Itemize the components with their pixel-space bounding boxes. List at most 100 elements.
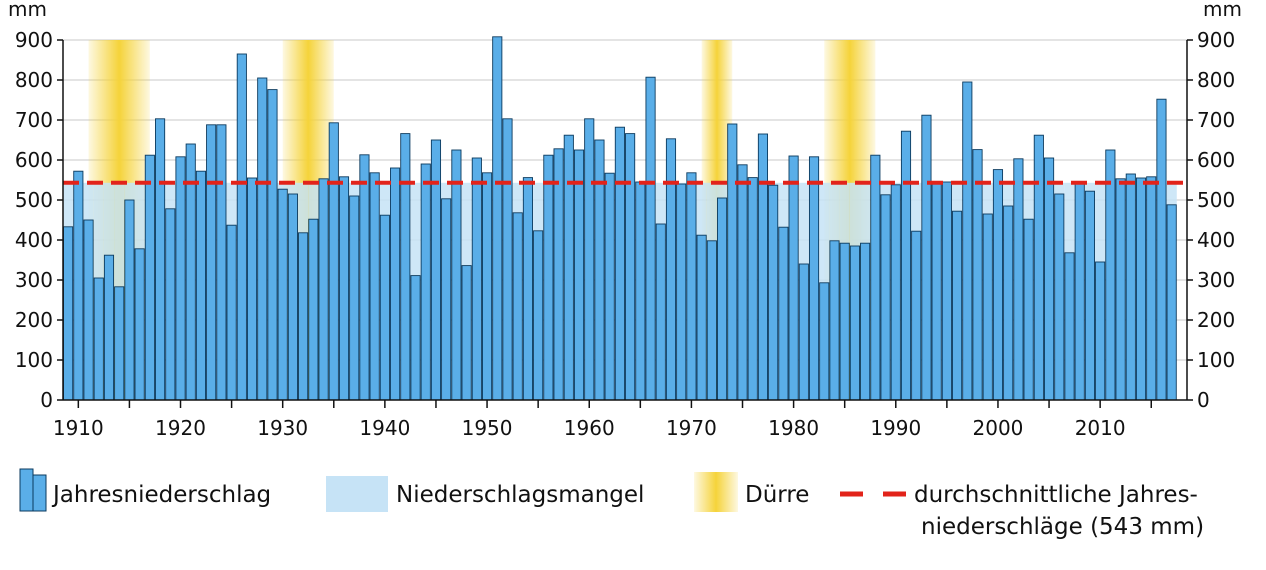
bar-1952 xyxy=(502,118,513,401)
deficit-2017 xyxy=(1166,182,1177,205)
deficit-1972 xyxy=(706,182,717,241)
bar-2005 xyxy=(1043,157,1055,401)
bar-1918 xyxy=(155,118,166,401)
deficit-1985 xyxy=(839,182,850,244)
bar-1948 xyxy=(461,265,472,401)
bar-1928 xyxy=(257,77,268,401)
deficit-1983 xyxy=(819,182,830,283)
bar-2012 xyxy=(1115,178,1126,401)
deficit-1946 xyxy=(441,182,452,199)
bar-1958 xyxy=(563,134,574,401)
bar-2013 xyxy=(1125,173,1136,401)
bar-1954 xyxy=(522,177,533,401)
bar-1967 xyxy=(655,223,666,401)
bar-1977 xyxy=(757,133,769,401)
bar-2009 xyxy=(1084,190,1095,401)
bar-2004 xyxy=(1033,134,1044,401)
x-tick-label-1910: 1910 xyxy=(53,416,104,440)
bar-1939 xyxy=(369,172,380,401)
bar-1972 xyxy=(706,240,717,401)
bar-1990 xyxy=(890,184,901,401)
bar-1915 xyxy=(124,199,135,401)
bar-1944 xyxy=(420,163,431,401)
right-y-tick-label-600: 600 xyxy=(1197,148,1235,172)
bar-1975 xyxy=(737,164,748,401)
right-y-tick-label-200: 200 xyxy=(1197,308,1235,332)
left-y-tick-label-900: 900 xyxy=(15,28,53,52)
bar-2010 xyxy=(1095,261,1106,401)
axes: 0 0 100 100 200 200 300 300 400 400 500 500 600 600 70… xyxy=(15,28,1235,440)
bar-1986 xyxy=(849,245,860,401)
x-tick-label-1920: 1920 xyxy=(155,416,206,440)
x-tick-label-1960: 1960 xyxy=(564,416,615,440)
deficit-1986 xyxy=(849,182,861,246)
bar-1971 xyxy=(696,234,707,401)
bar-1979 xyxy=(778,226,789,401)
bar-1942 xyxy=(400,133,411,401)
bar-1926 xyxy=(236,53,247,401)
deficit-1973 xyxy=(716,182,728,198)
bar-1910 xyxy=(73,170,84,401)
left-y-tick-label-500: 500 xyxy=(15,188,53,212)
deficit-1913 xyxy=(103,182,115,256)
deficit-1984 xyxy=(829,182,840,241)
bar-1930 xyxy=(277,188,288,401)
bar-1927 xyxy=(246,177,258,401)
deficit-1914 xyxy=(114,182,125,287)
bar-1966 xyxy=(645,76,656,401)
deficit-1996 xyxy=(951,182,963,212)
deficit-1999 xyxy=(982,182,993,214)
bar-1947 xyxy=(451,149,462,401)
bar-1970 xyxy=(686,172,697,401)
deficit-1930 xyxy=(277,182,288,190)
x-tick-label-1950: 1950 xyxy=(462,416,513,440)
bar-1911 xyxy=(83,219,94,401)
deficit-2003 xyxy=(1023,182,1034,220)
deficit-1981 xyxy=(798,182,809,264)
bar-1973 xyxy=(717,197,728,401)
left-y-tick-label-400: 400 xyxy=(15,228,53,252)
bar-1956 xyxy=(543,154,554,401)
deficit-1953 xyxy=(512,182,523,213)
bar-1938 xyxy=(359,154,370,401)
right-y-tick-label-700: 700 xyxy=(1197,108,1235,132)
bar-1994 xyxy=(931,183,942,401)
bar-2003 xyxy=(1023,218,1034,401)
bar-1940 xyxy=(379,214,390,401)
left-y-tick-label-700: 700 xyxy=(15,108,53,132)
deficit-1909 xyxy=(63,182,74,227)
bar-1937 xyxy=(349,195,360,401)
bar-1987 xyxy=(860,242,871,401)
bar-1978 xyxy=(768,184,779,401)
bar-1976 xyxy=(747,177,758,401)
deficit-1933 xyxy=(308,182,319,220)
bar-1945 xyxy=(430,139,442,401)
bar-1980 xyxy=(788,155,799,401)
bar-2017 xyxy=(1166,204,1177,401)
bar-2007 xyxy=(1064,252,1075,401)
deficit-1989 xyxy=(880,182,891,195)
bar-1985 xyxy=(839,242,850,401)
legend-precipitation-label: Jahresniederschlag xyxy=(51,482,271,508)
deficit-1912 xyxy=(93,182,104,278)
bar-1950 xyxy=(481,172,493,401)
bar-1960 xyxy=(584,118,595,401)
bar-2016 xyxy=(1156,98,1167,401)
deficit-1955 xyxy=(533,182,544,231)
bar-1999 xyxy=(982,213,993,401)
legend: Jahresniederschlag Niederschlagsmangel D… xyxy=(19,468,1204,540)
x-tick-label-1980: 1980 xyxy=(768,416,819,440)
legend-deficit-label: Niederschlagsmangel xyxy=(396,482,644,508)
bar-1989 xyxy=(880,194,891,401)
bar-1934 xyxy=(318,178,329,401)
bar-1916 xyxy=(134,248,145,401)
bar-1955 xyxy=(533,230,544,401)
deficit-areas xyxy=(63,182,1177,287)
bar-1933 xyxy=(308,218,319,401)
bar-1983 xyxy=(819,282,830,401)
x-tick-label-1940: 1940 xyxy=(359,416,410,440)
precipitation-bars xyxy=(63,36,1177,401)
bar-1988 xyxy=(870,154,881,401)
bar-1964 xyxy=(625,133,636,401)
bar-1984 xyxy=(829,240,840,401)
